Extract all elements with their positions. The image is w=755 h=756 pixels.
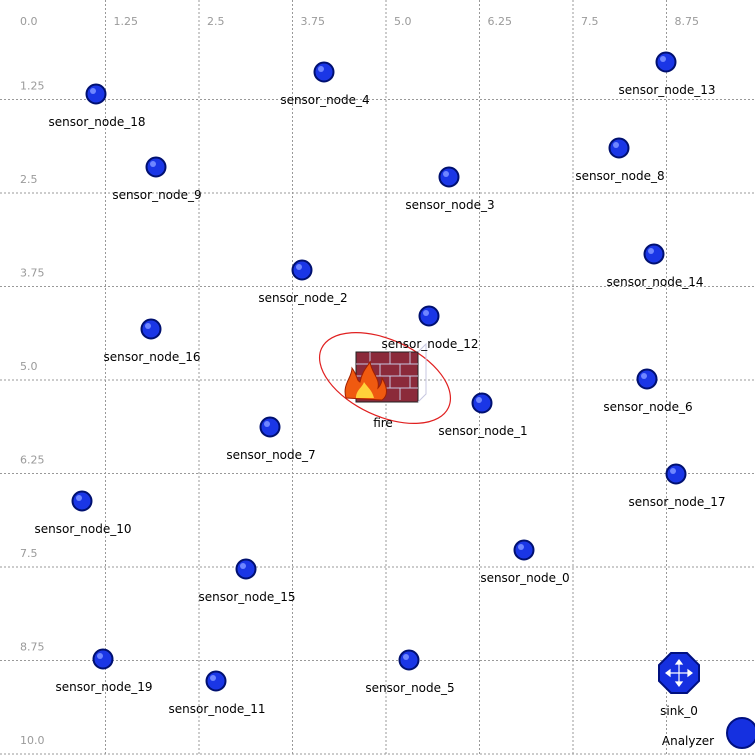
left-axis-label: 7.5 [20,547,38,560]
node-icon [638,370,657,389]
node-highlight [423,310,429,316]
node-highlight [318,66,324,72]
left-axis-label: 10.0 [20,734,45,747]
node-label: sensor_node_0 [480,571,569,585]
top-axis-label: 3.75 [301,15,326,28]
node-highlight [670,468,676,474]
node-label: sensor_node_11 [169,702,266,716]
node-icon [400,651,419,670]
node-label: sensor_node_2 [258,291,347,305]
top-axis-label: 0.0 [20,15,38,28]
node-icon [207,672,226,691]
node-label: sensor_node_14 [607,275,704,289]
sink-label: sink_0 [660,704,698,718]
node-icon [515,541,534,560]
left-axis-label: 3.75 [20,267,45,280]
left-axis-label: 5.0 [20,360,38,373]
node-highlight [210,675,216,681]
node-highlight [264,421,270,427]
node-icon [315,63,334,82]
node-label: sensor_node_1 [438,424,527,438]
node-icon [94,650,113,669]
node-label: sensor_node_16 [104,350,201,364]
top-axis-label: 7.5 [581,15,599,28]
node-label: sensor_node_3 [405,198,494,212]
top-axis-label: 1.25 [114,15,139,28]
node-highlight [648,248,654,254]
node-label: sensor_node_17 [629,495,726,509]
node-label: sensor_node_8 [575,169,664,183]
node-icon [440,168,459,187]
node-icon [147,158,166,177]
node-icon [420,307,439,326]
node-highlight [150,161,156,167]
node-highlight [443,171,449,177]
node-icon [657,53,676,72]
node-highlight [403,654,409,660]
left-axis-label: 8.75 [20,641,45,654]
node-label: sensor_node_10 [35,522,132,536]
top-axis-label: 6.25 [488,15,513,28]
sensor-field: 0.0 1.25 2.5 3.75 5.0 6.25 7.5 8.75 1.25 2.5 3.75 5… [0,0,755,756]
analyzer-icon [727,718,755,748]
node-label: sensor_node_15 [199,590,296,604]
node-highlight [518,544,524,550]
node-highlight [641,373,647,379]
node-icon [667,465,686,484]
top-axis-label: 5.0 [394,15,412,28]
node-icon [87,85,106,104]
node-highlight [613,142,619,148]
node-label: sensor_node_18 [49,115,146,129]
node-icon [73,492,92,511]
node-highlight [240,563,246,569]
node-highlight [660,56,666,62]
left-axis-label: 1.25 [20,80,45,93]
node-label: sensor_node_19 [56,680,153,694]
node-icon [610,139,629,158]
node-label: sensor_node_13 [619,83,716,97]
node-label: sensor_node_6 [603,400,692,414]
node-highlight [90,88,96,94]
analyzer-label: Analyzer [662,734,714,748]
node-highlight [76,495,82,501]
node-highlight [145,323,151,329]
node-icon [237,560,256,579]
node-highlight [296,264,302,270]
sink-node[interactable]: sink_0 [659,653,699,718]
top-axis-label: 8.75 [675,15,700,28]
node-label: sensor_node_4 [280,93,369,107]
node-highlight [476,397,482,403]
node-icon [293,261,312,280]
node-label: sensor_node_12 [382,337,479,351]
node-label: sensor_node_9 [112,188,201,202]
left-axis-label: 2.5 [20,173,38,186]
node-icon [261,418,280,437]
node-highlight [97,653,103,659]
node-icon [473,394,492,413]
top-axis-label: 2.5 [207,15,225,28]
node-icon [645,245,664,264]
node-icon [142,320,161,339]
node-label: sensor_node_5 [365,681,454,695]
left-axis-label: 6.25 [20,454,45,467]
fire-label: fire [373,416,393,430]
node-label: sensor_node_7 [226,448,315,462]
